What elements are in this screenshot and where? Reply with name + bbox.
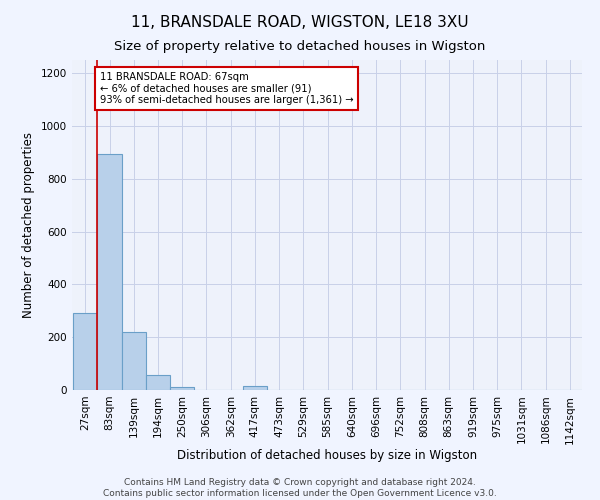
Bar	[146, 376, 170, 390]
Text: 11, BRANSDALE ROAD, WIGSTON, LE18 3XU: 11, BRANSDALE ROAD, WIGSTON, LE18 3XU	[131, 15, 469, 30]
Bar	[97, 154, 122, 390]
Text: 11 BRANSDALE ROAD: 67sqm
← 6% of detached houses are smaller (91)
93% of semi-de: 11 BRANSDALE ROAD: 67sqm ← 6% of detache…	[100, 72, 353, 105]
Bar	[170, 386, 194, 390]
Y-axis label: Number of detached properties: Number of detached properties	[22, 132, 35, 318]
X-axis label: Distribution of detached houses by size in Wigston: Distribution of detached houses by size …	[177, 449, 477, 462]
Text: Size of property relative to detached houses in Wigston: Size of property relative to detached ho…	[115, 40, 485, 53]
Text: Contains HM Land Registry data © Crown copyright and database right 2024.
Contai: Contains HM Land Registry data © Crown c…	[103, 478, 497, 498]
Bar	[243, 386, 267, 390]
Bar	[122, 332, 146, 390]
Bar	[73, 314, 97, 390]
